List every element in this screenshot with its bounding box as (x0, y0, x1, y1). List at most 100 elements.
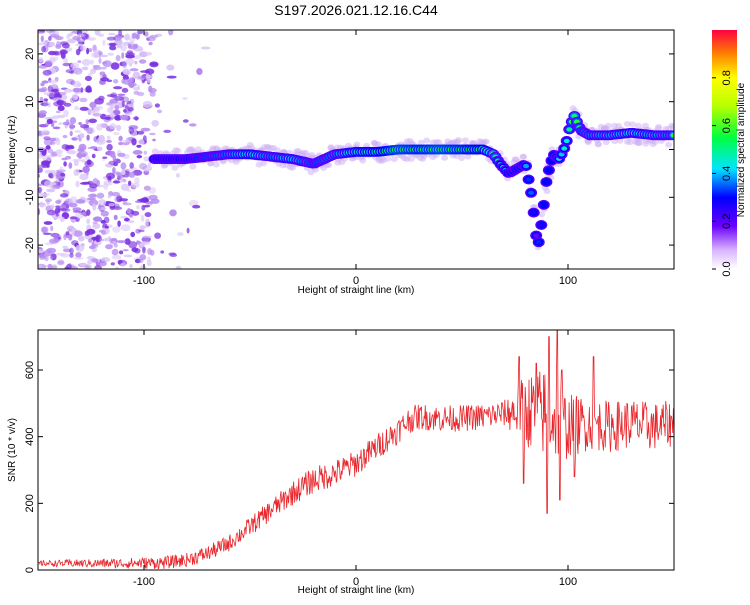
spectrogram-noise-blob (128, 127, 135, 134)
spectrogram-noise-blob (81, 153, 87, 158)
spectrogram-noise-blob (51, 264, 58, 269)
snr-xlabel: Height of straight line (km) (298, 585, 415, 596)
spectrogram-noise-blob (78, 143, 87, 152)
spectrogram-noise-blob (69, 252, 74, 258)
spectrogram-noise-blob (40, 82, 45, 87)
spectrogram-ridge-cell (561, 146, 568, 151)
colorbar-tick-label: 0.8 (721, 70, 733, 85)
spectrogram-noise-blob (137, 30, 144, 35)
colorbar-gradient (712, 30, 737, 269)
spectrogram-noise-blob (59, 193, 69, 198)
spectrogram-ridge-cell (563, 138, 570, 144)
spectrogram-ridge-halo (390, 156, 398, 163)
spectrogram-noise-blob (138, 139, 145, 145)
spectrogram-noise-blob (43, 98, 49, 102)
snr-series-line (38, 330, 674, 570)
spectrogram-noise-blob (59, 41, 69, 46)
spectrogram-noise-blob (128, 241, 138, 249)
spectrogram-noise-blob (55, 213, 59, 217)
spectrogram-ridge-layer (148, 105, 674, 251)
spectrogram-noise-blob (116, 240, 126, 244)
spectrogram-noise-blob (118, 141, 124, 146)
spectrogram-noise-blob (38, 30, 46, 33)
spectrogram-noise-blob (149, 91, 156, 97)
spectrogram-noise-blob (127, 43, 132, 49)
spectrogram-noise-blob (149, 132, 156, 136)
spectrogram-noise-blob (43, 136, 51, 141)
spectrogram-ridge-cell (533, 233, 540, 238)
spectrogram-noise-blob (140, 127, 151, 132)
spectrogram-noise-blob (99, 238, 105, 242)
spectrogram-noise-blob (120, 262, 126, 267)
spectrogram-noise-blob (113, 214, 118, 221)
spectrogram-noise-blob (138, 229, 145, 233)
spectrogram-noise-blob (128, 213, 134, 218)
spectrogram-ridge-halo (538, 211, 546, 218)
spectrogram-noise-blob (85, 119, 90, 125)
colorbar-tick-label: 0.4 (721, 166, 733, 181)
spectrogram-noise-blob (38, 186, 42, 194)
spectrogram-noise-blob (134, 177, 140, 184)
spectrogram-noise-blob (94, 98, 104, 105)
spectrogram-noise-blob (146, 259, 152, 267)
spectrogram-noise-blob (49, 56, 59, 61)
spectrogram-noise-blob (48, 41, 56, 47)
spectrogram-noise-blob (75, 43, 84, 47)
spectrogram-noise-blob (84, 75, 92, 82)
spectrogram-noise-blob (68, 38, 76, 44)
spectrogram-noise-blob (79, 106, 89, 111)
spectrogram-noise-blob (107, 52, 114, 56)
spectrogram-noise-blob (49, 141, 56, 145)
spectrogram-noise-blob (38, 88, 47, 93)
spectrogram-noise-blob (86, 127, 94, 135)
spectrogram-ridge-halo (171, 164, 179, 171)
spectrogram-noise-blob (104, 116, 112, 120)
spectrogram-noise-blob (77, 71, 82, 75)
spectrogram-noise-blob (38, 264, 42, 269)
spectrogram-noise-blob (75, 199, 86, 204)
spectrogram-noise-blob (112, 226, 121, 233)
spectrogram-noise-blob (119, 114, 129, 121)
spectrogram-noise-blob (46, 209, 57, 216)
spectrogram-noise-blob (42, 69, 52, 76)
snr-xtick-label: 0 (353, 576, 359, 588)
spectrogram-ridge-halo (359, 157, 367, 164)
spectrogram-xtick-label: -100 (133, 275, 155, 287)
spectrogram-noise-blob (38, 65, 47, 69)
spectrogram-noise-blob (74, 130, 82, 133)
spectrogram-noise-blob (133, 43, 139, 49)
spectrogram-ytick-label: -10 (24, 189, 36, 205)
spectrogram-noise-blob (46, 118, 53, 125)
spectrogram-noise-blob (189, 123, 197, 127)
spectrogram-noise-blob (176, 232, 184, 237)
snr-ytick-label: 200 (24, 494, 36, 512)
spectrogram-noise-blob (46, 247, 57, 254)
spectrogram-noise-blob (134, 116, 139, 121)
spectrogram-noise-blob (192, 204, 201, 209)
spectrogram-noise-blob (120, 170, 126, 176)
spectrogram-noise-blob (144, 220, 149, 228)
spectrogram-noise-blob (137, 75, 147, 80)
spectrogram-noise-blob (81, 211, 87, 216)
spectrogram-noise-blob (135, 33, 140, 40)
spectrogram-ridge-cell (528, 190, 535, 195)
spectrogram-noise-blob (104, 225, 110, 229)
spectrogram-noise-blob (101, 230, 107, 235)
spectrogram-xtick-label: 100 (559, 275, 577, 287)
spectrogram-noise-blob (87, 159, 92, 165)
spectrogram-noise-blob (90, 193, 97, 198)
spectrogram-noise-blob (154, 103, 160, 108)
spectrogram-ytick-label: 0 (24, 146, 36, 152)
spectrogram-noise-blob (38, 57, 44, 63)
spectrogram-noise-blob (113, 132, 120, 136)
spectrogram-noise-blob (109, 237, 114, 244)
spectrogram-noise-blob (121, 78, 125, 84)
spectrogram-ridge-halo (668, 122, 674, 129)
spectrogram-noise-blob (62, 134, 68, 139)
spectrogram-noise-blob (104, 237, 109, 242)
spectrogram-noise-blob (129, 68, 139, 72)
spectrogram-ridge-halo (636, 140, 643, 147)
spectrogram-noise-blob (115, 266, 119, 269)
spectrogram-noise-blob (112, 167, 116, 174)
spectrogram-noise-blob (130, 231, 136, 238)
